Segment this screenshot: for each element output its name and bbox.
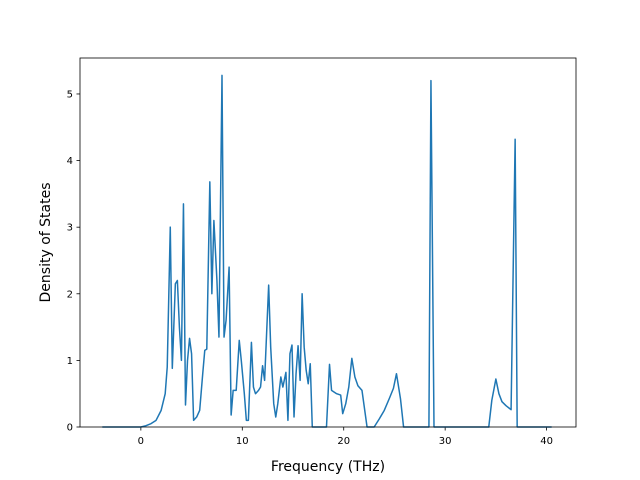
y-axis-label: Density of States (38, 183, 54, 303)
x-tick-label: 10 (236, 436, 249, 447)
x-tick-label: 20 (337, 436, 350, 447)
plot-frame (79, 57, 577, 428)
y-tick-label: 4 (67, 156, 73, 167)
x-tick-label: 30 (439, 436, 452, 447)
x-tick-label: 40 (540, 436, 553, 447)
y-tick-label: 1 (67, 356, 73, 367)
y-tick-label: 0 (67, 423, 73, 434)
y-tick-label: 2 (67, 289, 73, 300)
x-axis-label: Frequency (THz) (271, 459, 385, 475)
dos-line (102, 74, 552, 428)
y-tick-label: 5 (67, 89, 73, 100)
y-tick-label: 3 (67, 223, 73, 234)
x-tick-label: 0 (138, 436, 144, 447)
